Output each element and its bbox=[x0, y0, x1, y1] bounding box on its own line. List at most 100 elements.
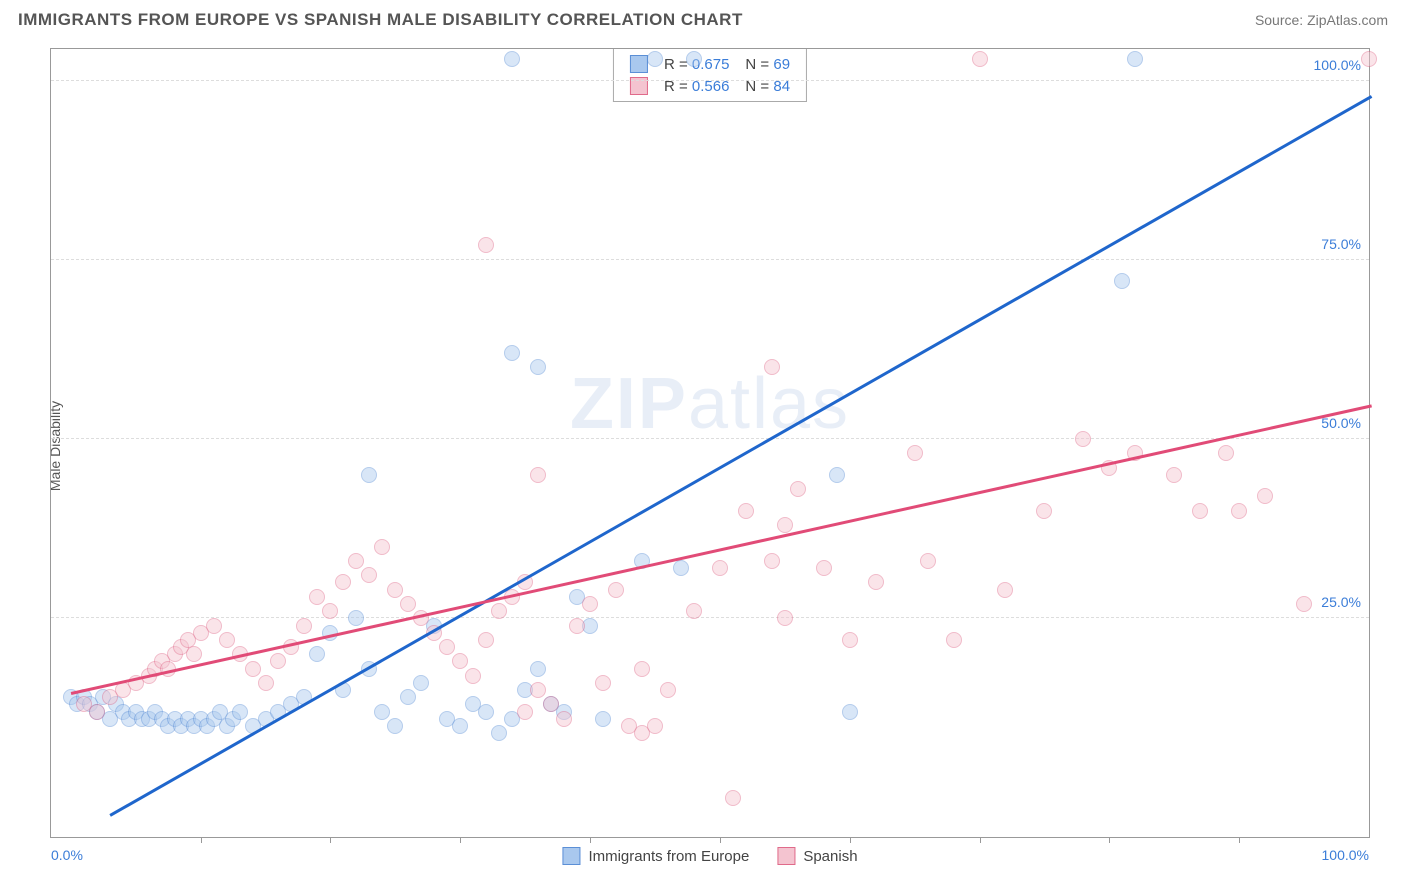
data-point bbox=[764, 553, 780, 569]
legend-item-series-2: Spanish bbox=[777, 847, 857, 865]
data-point bbox=[777, 517, 793, 533]
data-point bbox=[868, 574, 884, 590]
data-point bbox=[1192, 503, 1208, 519]
data-point bbox=[478, 237, 494, 253]
data-point bbox=[647, 51, 663, 67]
data-point bbox=[712, 560, 728, 576]
data-point bbox=[790, 481, 806, 497]
x-tick-mark bbox=[980, 837, 981, 843]
data-point bbox=[816, 560, 832, 576]
data-point bbox=[258, 675, 274, 691]
gridline bbox=[51, 617, 1369, 618]
data-point bbox=[232, 704, 248, 720]
data-point bbox=[595, 675, 611, 691]
swatch-series-1-bottom bbox=[562, 847, 580, 865]
data-point bbox=[1166, 467, 1182, 483]
data-point bbox=[647, 718, 663, 734]
data-point bbox=[1218, 445, 1234, 461]
x-tick-mark bbox=[460, 837, 461, 843]
data-point bbox=[309, 589, 325, 605]
data-point bbox=[452, 718, 468, 734]
data-point bbox=[764, 359, 780, 375]
data-point bbox=[206, 618, 222, 634]
data-point bbox=[452, 653, 468, 669]
data-point bbox=[569, 618, 585, 634]
data-point bbox=[582, 596, 598, 612]
x-tick-mark bbox=[1109, 837, 1110, 843]
data-point bbox=[673, 560, 689, 576]
data-point bbox=[478, 632, 494, 648]
data-point bbox=[738, 503, 754, 519]
data-point bbox=[634, 661, 650, 677]
data-point bbox=[556, 711, 572, 727]
scatter-chart: ZIPatlas R = 0.675 N = 69 R = 0.566 N = … bbox=[50, 48, 1370, 838]
data-point bbox=[335, 574, 351, 590]
data-point bbox=[725, 790, 741, 806]
data-point bbox=[907, 445, 923, 461]
trend-line bbox=[71, 404, 1372, 694]
data-point bbox=[530, 661, 546, 677]
legend-row-series-2: R = 0.566 N = 84 bbox=[614, 75, 806, 97]
data-point bbox=[504, 51, 520, 67]
data-point bbox=[348, 610, 364, 626]
gridline bbox=[51, 438, 1369, 439]
data-point bbox=[413, 675, 429, 691]
data-point bbox=[400, 596, 416, 612]
data-point bbox=[686, 603, 702, 619]
data-point bbox=[439, 639, 455, 655]
watermark: ZIPatlas bbox=[570, 363, 850, 445]
swatch-series-2-bottom bbox=[777, 847, 795, 865]
swatch-series-1 bbox=[630, 55, 648, 73]
x-axis-min-label: 0.0% bbox=[51, 847, 83, 863]
x-tick-mark bbox=[330, 837, 331, 843]
data-point bbox=[530, 467, 546, 483]
data-point bbox=[504, 345, 520, 361]
series-legend: Immigrants from Europe Spanish bbox=[562, 847, 857, 865]
data-point bbox=[1296, 596, 1312, 612]
data-point bbox=[361, 467, 377, 483]
data-point bbox=[1075, 431, 1091, 447]
correlation-legend: R = 0.675 N = 69 R = 0.566 N = 84 bbox=[613, 49, 807, 102]
data-point bbox=[997, 582, 1013, 598]
data-point bbox=[1361, 51, 1377, 67]
data-point bbox=[245, 661, 261, 677]
data-point bbox=[1231, 503, 1247, 519]
data-point bbox=[374, 539, 390, 555]
data-point bbox=[777, 610, 793, 626]
x-axis-max-label: 100.0% bbox=[1322, 847, 1369, 863]
data-point bbox=[1114, 273, 1130, 289]
data-point bbox=[219, 632, 235, 648]
x-tick-mark bbox=[590, 837, 591, 843]
data-point bbox=[530, 682, 546, 698]
source-attribution: Source: ZipAtlas.com bbox=[1255, 12, 1388, 28]
x-tick-mark bbox=[1239, 837, 1240, 843]
data-point bbox=[543, 696, 559, 712]
legend-row-series-1: R = 0.675 N = 69 bbox=[614, 53, 806, 75]
data-point bbox=[660, 682, 676, 698]
y-tick-label: 100.0% bbox=[1314, 57, 1361, 73]
data-point bbox=[465, 668, 481, 684]
data-point bbox=[400, 689, 416, 705]
data-point bbox=[296, 618, 312, 634]
data-point bbox=[309, 646, 325, 662]
data-point bbox=[270, 653, 286, 669]
data-point bbox=[387, 718, 403, 734]
gridline bbox=[51, 80, 1369, 81]
data-point bbox=[829, 467, 845, 483]
x-tick-mark bbox=[720, 837, 721, 843]
data-point bbox=[1036, 503, 1052, 519]
data-point bbox=[374, 704, 390, 720]
y-tick-label: 50.0% bbox=[1321, 415, 1361, 431]
data-point bbox=[842, 704, 858, 720]
data-point bbox=[1257, 488, 1273, 504]
x-tick-mark bbox=[850, 837, 851, 843]
data-point bbox=[186, 646, 202, 662]
data-point bbox=[608, 582, 624, 598]
data-point bbox=[920, 553, 936, 569]
data-point bbox=[387, 582, 403, 598]
data-point bbox=[842, 632, 858, 648]
gridline bbox=[51, 259, 1369, 260]
y-tick-label: 25.0% bbox=[1321, 594, 1361, 610]
data-point bbox=[946, 632, 962, 648]
data-point bbox=[491, 725, 507, 741]
